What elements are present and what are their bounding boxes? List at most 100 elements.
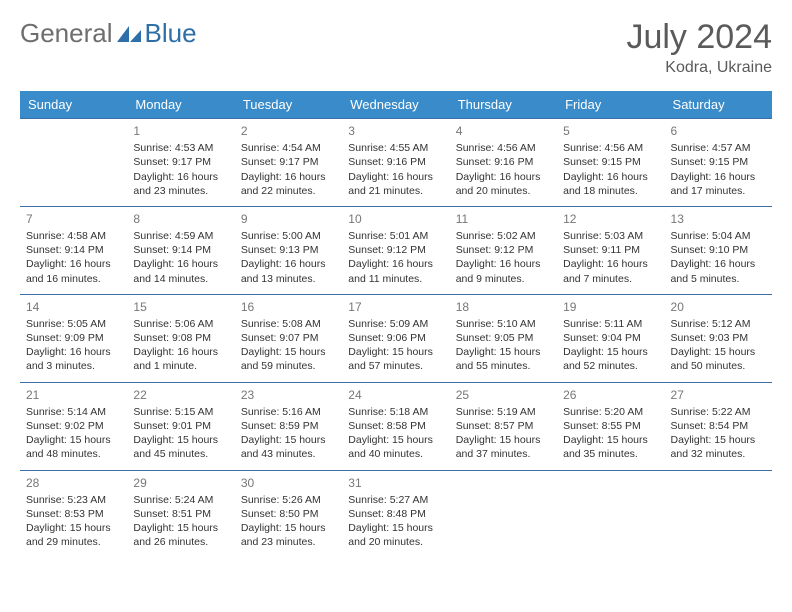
sunset-line: Sunset: 8:48 PM <box>348 507 443 521</box>
day-number: 28 <box>26 475 121 491</box>
calendar-day-cell: 5Sunrise: 4:56 AMSunset: 9:15 PMDaylight… <box>557 119 664 207</box>
calendar-table: Sunday Monday Tuesday Wednesday Thursday… <box>20 91 772 557</box>
day-number: 27 <box>671 387 766 403</box>
day-number: 19 <box>563 299 658 315</box>
sunset-line: Sunset: 8:57 PM <box>456 419 551 433</box>
sunset-line: Sunset: 9:15 PM <box>563 155 658 169</box>
daylight-line: Daylight: 16 hours and 1 minute. <box>133 345 228 373</box>
sunset-line: Sunset: 8:58 PM <box>348 419 443 433</box>
daylight-line: Daylight: 16 hours and 9 minutes. <box>456 257 551 285</box>
weekday-header-row: Sunday Monday Tuesday Wednesday Thursday… <box>20 91 772 119</box>
weekday-header: Wednesday <box>342 91 449 119</box>
daylight-line: Daylight: 15 hours and 48 minutes. <box>26 433 121 461</box>
daylight-line: Daylight: 15 hours and 45 minutes. <box>133 433 228 461</box>
calendar-day-cell <box>450 470 557 557</box>
day-number: 10 <box>348 211 443 227</box>
daylight-line: Daylight: 15 hours and 35 minutes. <box>563 433 658 461</box>
day-number: 18 <box>456 299 551 315</box>
calendar-day-cell: 21Sunrise: 5:14 AMSunset: 9:02 PMDayligh… <box>20 382 127 470</box>
sunset-line: Sunset: 9:01 PM <box>133 419 228 433</box>
header: General Blue July 2024 Kodra, Ukraine <box>20 18 772 77</box>
sunset-line: Sunset: 9:07 PM <box>241 331 336 345</box>
sunrise-line: Sunrise: 5:03 AM <box>563 229 658 243</box>
day-number: 8 <box>133 211 228 227</box>
sunrise-line: Sunrise: 4:59 AM <box>133 229 228 243</box>
sunset-line: Sunset: 9:15 PM <box>671 155 766 169</box>
calendar-day-cell: 19Sunrise: 5:11 AMSunset: 9:04 PMDayligh… <box>557 294 664 382</box>
sunrise-line: Sunrise: 5:05 AM <box>26 317 121 331</box>
calendar-day-cell: 12 Sunrise: 5:03 AMSunset: 9:11 PMDayligh… <box>557 206 664 294</box>
day-number: 2 <box>241 123 336 139</box>
daylight-line: Daylight: 15 hours and 40 minutes. <box>348 433 443 461</box>
sunrise-line: Sunrise: 5:09 AM <box>348 317 443 331</box>
sunrise-line: Sunrise: 5:00 AM <box>241 229 336 243</box>
sunset-line: Sunset: 8:54 PM <box>671 419 766 433</box>
day-number: 3 <box>348 123 443 139</box>
sunrise-line: Sunrise: 5:23 AM <box>26 493 121 507</box>
calendar-day-cell: 29Sunrise: 5:24 AMSunset: 8:51 PMDayligh… <box>127 470 234 557</box>
daylight-line: Daylight: 15 hours and 50 minutes. <box>671 345 766 373</box>
day-number: 20 <box>671 299 766 315</box>
daylight-line: Daylight: 16 hours and 17 minutes. <box>671 170 766 198</box>
daylight-line: Daylight: 15 hours and 57 minutes. <box>348 345 443 373</box>
sunrise-line: Sunrise: 4:54 AM <box>241 141 336 155</box>
day-number: 23 <box>241 387 336 403</box>
sunset-line: Sunset: 9:16 PM <box>348 155 443 169</box>
day-number: 24 <box>348 387 443 403</box>
sunrise-line: Sunrise: 5:26 AM <box>241 493 336 507</box>
sunrise-line: Sunrise: 5:22 AM <box>671 405 766 419</box>
calendar-day-cell <box>20 119 127 207</box>
sunset-line: Sunset: 9:10 PM <box>671 243 766 257</box>
sunset-line: Sunset: 9:13 PM <box>241 243 336 257</box>
calendar-day-cell: 13Sunrise: 5:04 AMSunset: 9:10 PMDayligh… <box>665 206 772 294</box>
day-number: 26 <box>563 387 658 403</box>
daylight-line: Daylight: 16 hours and 18 minutes. <box>563 170 658 198</box>
logo-text-general: General <box>20 18 113 49</box>
sunset-line: Sunset: 8:55 PM <box>563 419 658 433</box>
calendar-day-cell: 23Sunrise: 5:16 AMSunset: 8:59 PMDayligh… <box>235 382 342 470</box>
sunrise-line: Sunrise: 5:08 AM <box>241 317 336 331</box>
sunset-line: Sunset: 9:06 PM <box>348 331 443 345</box>
sunset-line: Sunset: 9:05 PM <box>456 331 551 345</box>
daylight-line: Daylight: 16 hours and 22 minutes. <box>241 170 336 198</box>
calendar-day-cell: 2Sunrise: 4:54 AMSunset: 9:17 PMDaylight… <box>235 119 342 207</box>
sunset-line: Sunset: 9:14 PM <box>133 243 228 257</box>
sunrise-line: Sunrise: 4:56 AM <box>563 141 658 155</box>
calendar-week-row: 14 Sunrise: 5:05 AMSunset: 9:09 PM Dayligh… <box>20 294 772 382</box>
sunset-line: Sunset: 9:17 PM <box>133 155 228 169</box>
daylight-line: Daylight: 16 hours and 7 minutes. <box>563 257 658 285</box>
daylight-line: Daylight: 15 hours and 55 minutes. <box>456 345 551 373</box>
day-number: 12 <box>563 211 658 227</box>
day-number: 1 <box>133 123 228 139</box>
sunrise-line: Sunrise: 5:15 AM <box>133 405 228 419</box>
day-number: 16 <box>241 299 336 315</box>
sunset-line: Sunset: 9:14 PM <box>26 243 121 257</box>
sunrise-line: Sunrise: 5:19 AM <box>456 405 551 419</box>
sunrise-line: Sunrise: 5:18 AM <box>348 405 443 419</box>
sunrise-line: Sunrise: 4:55 AM <box>348 141 443 155</box>
sunrise-line: Sunrise: 4:57 AM <box>671 141 766 155</box>
sunrise-line: Sunrise: 5:12 AM <box>671 317 766 331</box>
daylight-line: Daylight: 15 hours and 26 minutes. <box>133 521 228 549</box>
daylight-line: Daylight: 16 hours and 21 minutes. <box>348 170 443 198</box>
sunset-line: Sunset: 9:11 PM <box>563 243 658 257</box>
daylight-line: Daylight: 16 hours and 5 minutes. <box>671 257 766 285</box>
sunset-line: Sunset: 9:09 PM <box>26 331 121 345</box>
day-number: 9 <box>241 211 336 227</box>
calendar-day-cell: 10Sunrise: 5:01 AMSunset: 9:12 PMDayligh… <box>342 206 449 294</box>
calendar-day-cell: 18 Sunrise: 5:10 AMSunset: 9:05 PMDayligh… <box>450 294 557 382</box>
daylight-line: Daylight: 16 hours and 14 minutes. <box>133 257 228 285</box>
daylight-line: Daylight: 16 hours and 16 minutes. <box>26 257 121 285</box>
sunrise-line: Sunrise: 5:11 AM <box>563 317 658 331</box>
day-number: 22 <box>133 387 228 403</box>
calendar-day-cell: 7Sunrise: 4:58 AMSunset: 9:14 PMDaylight… <box>20 206 127 294</box>
calendar-day-cell: 25Sunrise: 5:19 AMSunset: 8:57 PMDayligh… <box>450 382 557 470</box>
sunrise-line: Sunrise: 5:27 AM <box>348 493 443 507</box>
sunrise-line: Sunrise: 5:24 AM <box>133 493 228 507</box>
day-number: 14 <box>26 299 121 315</box>
sunrise-line: Sunrise: 5:10 AM <box>456 317 551 331</box>
weekday-header: Friday <box>557 91 664 119</box>
sunset-line: Sunset: 8:59 PM <box>241 419 336 433</box>
calendar-day-cell <box>665 470 772 557</box>
daylight-line: Daylight: 15 hours and 32 minutes. <box>671 433 766 461</box>
